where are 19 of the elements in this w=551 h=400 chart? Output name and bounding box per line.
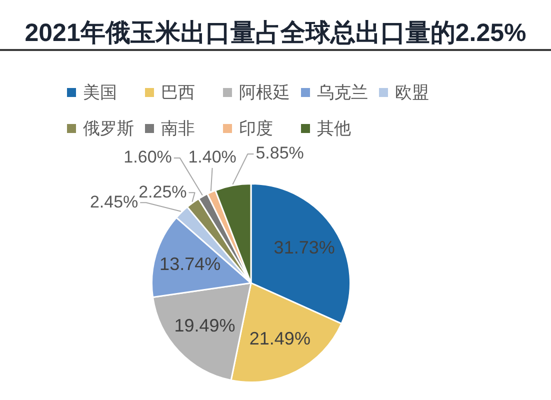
legend-label: 乌克兰 bbox=[317, 82, 368, 104]
legend-label: 俄罗斯 bbox=[83, 118, 134, 140]
data-label: 2.25% bbox=[138, 182, 187, 202]
data-label: 1.60% bbox=[124, 148, 172, 167]
data-label: 5.85% bbox=[256, 144, 304, 163]
data-label: 2.45% bbox=[90, 192, 138, 212]
legend-label: 其他 bbox=[317, 118, 351, 140]
data-label: 13.74% bbox=[160, 254, 221, 274]
data-label: 31.73% bbox=[274, 237, 335, 258]
data-label: 1.40% bbox=[188, 148, 236, 167]
legend-label: 美国 bbox=[83, 82, 117, 104]
legend-label: 印度 bbox=[239, 118, 273, 140]
legend-label: 阿根廷 bbox=[239, 82, 290, 104]
data-label: 21.49% bbox=[249, 328, 310, 349]
chart-title: 2021年俄玉米出口量占全球总出口量的2.25% bbox=[24, 18, 528, 49]
legend-label: 欧盟 bbox=[395, 82, 429, 104]
legend-label: 南非 bbox=[161, 118, 195, 140]
legend-label: 巴西 bbox=[161, 82, 195, 104]
data-label: 19.49% bbox=[174, 316, 236, 336]
